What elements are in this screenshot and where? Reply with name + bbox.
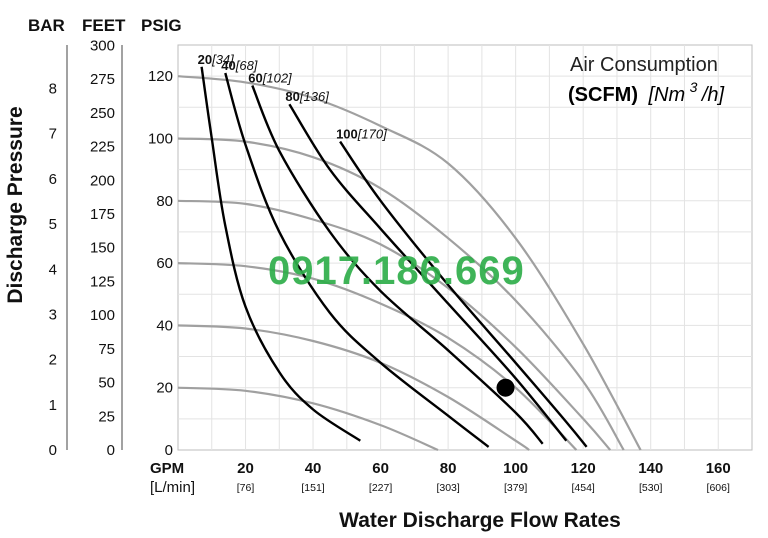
gpm-tick-label: 100 (503, 460, 528, 477)
operating-curve (177, 75, 642, 451)
feet-tick-label: 0 (107, 442, 115, 459)
bar-unit-header: BAR (28, 16, 65, 35)
air-curve-label: 100[170] (336, 127, 387, 142)
legend-nm3: [Nm (647, 84, 685, 106)
feet-tick-label: 225 (90, 139, 115, 156)
plot-grid (177, 44, 753, 451)
feet-unit-header: FEET (82, 16, 126, 35)
bar-tick-label: 5 (49, 216, 57, 233)
air-consumption-curves (200, 66, 588, 448)
lpm-tick-label: [454] (571, 482, 594, 494)
gpm-tick-label: 20 (237, 460, 254, 477)
lpm-tick-label: [606] (707, 482, 730, 494)
bar-tick-label: 0 (49, 442, 57, 459)
gpm-tick-label: 140 (638, 460, 663, 477)
air-consumption-curve (251, 85, 544, 445)
legend-subtitle: (SCFM) [Nm 3 /h] (568, 79, 724, 106)
lpm-tick-label: [151] (301, 482, 324, 494)
legend-title: Air Consumption (570, 54, 718, 76)
x-unit-gpm: GPM (150, 460, 184, 477)
feet-tick-label: 25 (98, 408, 115, 425)
x-unit-lpm: [L/min] (150, 479, 195, 496)
x-axis-title: Water Discharge Flow Rates (339, 509, 621, 532)
y-axis-title: Discharge Pressure (4, 106, 27, 303)
air-consumption-curve (224, 72, 490, 448)
lpm-tick-label: [303] (436, 482, 459, 494)
air-curve-label: 40[68] (221, 58, 258, 73)
air-consumption-curve (339, 140, 588, 448)
lpm-tick-label: [530] (639, 482, 662, 494)
phone-watermark: 0917.186.669 (268, 249, 525, 293)
lpm-tick-label: [76] (237, 482, 255, 494)
operating-curve (177, 199, 612, 451)
bar-tick-label: 8 (49, 81, 57, 98)
psig-tick-label: 60 (156, 255, 173, 272)
x-axis-ticks: 20 [76] 40 [151] 60 [227] 80 [303] 100 [379] 120 [4… (237, 460, 731, 494)
feet-tick-label: 150 (90, 240, 115, 257)
operating-point-marker (496, 378, 515, 397)
air-consumption-curve (200, 66, 361, 442)
legend-nm3-end: /h] (700, 84, 725, 106)
y-axis-ticks: 0204060801001200255075100125150175200225… (49, 37, 173, 459)
feet-tick-label: 200 (90, 172, 115, 189)
legend-scfm: (SCFM) (568, 84, 638, 106)
air-curve-label: 80[136] (285, 89, 329, 104)
air-consumption-labels: 20[34]40[68]60[102] 80[136] 100[170] (198, 52, 387, 142)
gpm-tick-label: 120 (571, 460, 596, 477)
bar-tick-label: 1 (49, 397, 57, 414)
psig-unit-header: PSIG (141, 16, 182, 35)
psig-tick-label: 80 (156, 193, 173, 210)
lpm-tick-label: [379] (504, 482, 527, 494)
bar-tick-label: 3 (49, 306, 57, 323)
psig-tick-label: 120 (148, 68, 173, 85)
feet-tick-label: 50 (98, 375, 115, 392)
feet-tick-label: 250 (90, 105, 115, 122)
bar-tick-label: 6 (49, 171, 57, 188)
feet-tick-label: 175 (90, 206, 115, 223)
air-curve-label: 20[34] (198, 52, 235, 67)
gpm-tick-label: 160 (706, 460, 731, 477)
psig-tick-label: 20 (156, 380, 173, 397)
operating-curve (177, 137, 625, 451)
psig-tick-label: 40 (156, 317, 173, 334)
bar-tick-label: 4 (49, 261, 57, 278)
plot-frame (177, 44, 753, 451)
feet-tick-label: 125 (90, 273, 115, 290)
psig-tick-label: 0 (165, 442, 173, 459)
gpm-tick-label: 40 (305, 460, 322, 477)
legend-sup: 3 (690, 79, 698, 95)
operating-curve (177, 386, 439, 452)
air-curve-label: 60[102] (248, 71, 292, 86)
air-consumption-curve (288, 103, 568, 442)
gpm-tick-label: 60 (372, 460, 389, 477)
operating-curve (177, 262, 578, 451)
feet-tick-label: 100 (90, 307, 115, 324)
bar-tick-label: 2 (49, 352, 57, 369)
lpm-tick-label: [227] (369, 482, 392, 494)
feet-tick-label: 300 (90, 37, 115, 54)
bar-tick-label: 7 (49, 126, 57, 143)
psig-tick-label: 100 (148, 130, 173, 147)
feet-tick-label: 75 (98, 341, 115, 358)
feet-tick-label: 275 (90, 71, 115, 88)
gpm-tick-label: 80 (440, 460, 457, 477)
